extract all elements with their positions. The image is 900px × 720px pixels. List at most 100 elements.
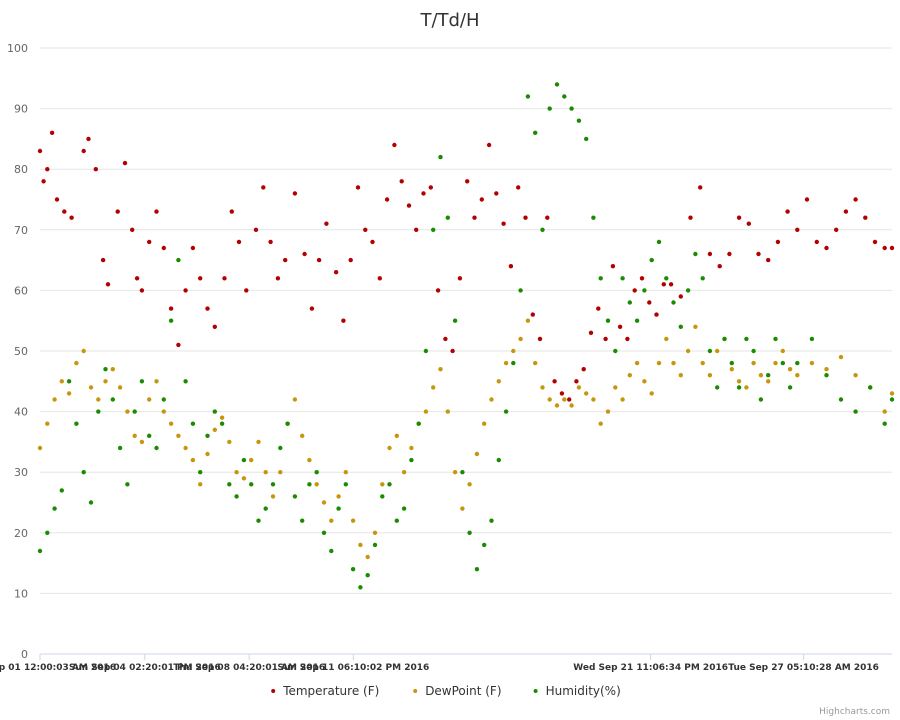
legend-item[interactable]: Temperature (F) [271,684,379,698]
data-point[interactable] [605,318,611,323]
data-point[interactable] [147,397,152,402]
data-point[interactable] [445,215,450,220]
data-point[interactable] [270,482,276,487]
data-point[interactable] [872,239,878,245]
data-point[interactable] [168,306,174,311]
data-point[interactable] [132,409,137,414]
data-point[interactable] [838,354,844,360]
data-point[interactable] [423,348,429,354]
data-point[interactable] [649,257,654,263]
data-point[interactable] [329,518,334,523]
data-point[interactable] [190,457,196,463]
data-point[interactable] [809,360,815,366]
data-point[interactable] [664,276,669,281]
data-point[interactable] [649,391,654,396]
data-point[interactable] [588,330,594,335]
data-point[interactable] [688,215,693,220]
data-point[interactable] [370,239,375,245]
data-point[interactable] [508,264,514,269]
data-point[interactable] [671,360,676,366]
data-point[interactable] [685,288,691,293]
data-point[interactable] [96,409,101,414]
data-point[interactable] [889,397,895,402]
data-point[interactable] [766,257,771,263]
data-point[interactable] [37,445,43,451]
data-point[interactable] [350,567,356,572]
data-point[interactable] [668,282,674,287]
data-point[interactable] [569,403,574,408]
data-point[interactable] [115,209,120,214]
data-point[interactable] [45,530,50,535]
data-point[interactable] [700,360,705,366]
data-point[interactable] [249,457,254,463]
data-point[interactable] [882,409,887,414]
data-point[interactable] [227,439,232,445]
data-point[interactable] [613,348,618,354]
data-point[interactable] [431,227,436,232]
data-point[interactable] [198,276,203,281]
data-point[interactable] [567,397,572,402]
data-point[interactable] [496,379,501,384]
data-point[interactable] [416,421,421,426]
data-point[interactable] [234,470,239,475]
data-point[interactable] [100,257,106,263]
data-point[interactable] [227,482,232,487]
data-point[interactable] [110,397,116,402]
credits-label[interactable]: Highcharts.com [819,707,890,717]
data-point[interactable] [472,215,477,220]
data-point[interactable] [729,360,734,366]
data-point[interactable] [617,324,623,329]
data-point[interactable] [190,421,196,426]
data-point[interactable] [66,379,72,384]
data-point[interactable] [620,276,625,281]
data-point[interactable] [562,397,567,402]
data-point[interactable] [130,227,135,232]
data-point[interactable] [205,433,210,438]
data-point[interactable] [431,385,436,390]
data-point[interactable] [139,288,145,293]
data-point[interactable] [443,336,448,342]
data-point[interactable] [775,239,781,245]
data-point[interactable] [176,257,181,263]
data-point[interactable] [530,312,535,317]
data-point[interactable] [392,142,397,148]
data-point[interactable] [307,482,312,487]
data-point[interactable] [707,348,713,354]
data-point[interactable] [610,264,616,269]
data-point[interactable] [355,185,361,190]
data-point[interactable] [278,470,283,475]
data-point[interactable] [343,482,348,487]
data-point[interactable] [316,257,322,263]
data-point[interactable] [348,257,353,263]
data-point[interactable] [241,457,247,463]
data-point[interactable] [678,373,683,378]
data-point[interactable] [88,385,94,390]
data-point[interactable] [715,385,720,390]
data-point[interactable] [222,276,227,281]
data-point[interactable] [627,373,632,378]
data-point[interactable] [525,94,531,99]
data-point[interactable] [190,245,196,251]
data-point[interactable] [41,179,46,184]
data-point[interactable] [336,506,341,511]
data-point[interactable] [350,518,356,523]
data-point[interactable] [52,506,57,511]
data-point[interactable] [86,136,91,142]
data-point[interactable] [134,276,140,281]
data-point[interactable] [435,288,441,293]
data-point[interactable] [406,203,412,208]
data-point[interactable] [824,373,829,378]
data-point[interactable] [103,379,108,384]
data-point[interactable] [516,185,521,190]
data-point[interactable] [642,379,647,384]
data-point[interactable] [198,482,203,487]
data-point[interactable] [314,482,319,487]
data-point[interactable] [394,433,399,438]
data-point[interactable] [74,421,79,426]
data-point[interactable] [685,348,691,354]
data-point[interactable] [715,348,720,354]
data-point[interactable] [824,367,829,372]
data-point[interactable] [324,221,329,226]
data-point[interactable] [275,276,281,281]
data-point[interactable] [414,227,419,232]
